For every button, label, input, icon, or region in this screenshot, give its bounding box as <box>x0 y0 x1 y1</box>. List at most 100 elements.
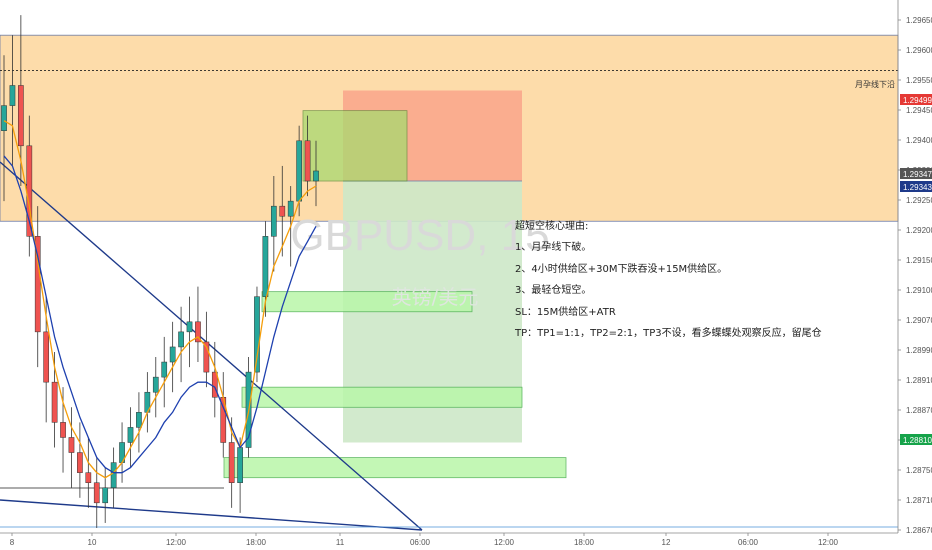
candle <box>203 311 210 388</box>
price-tag-bg <box>900 434 932 445</box>
trade-notes: 超短空核心理由: 1、月孕线下破。 2、4小时供给区+30M下跌吞没+15M供给… <box>514 219 822 339</box>
price-tag: 1.29343 <box>900 181 932 192</box>
candle-body <box>262 236 269 297</box>
time-tick-label: 12:00 <box>818 538 839 547</box>
time-tick-label: 8 <box>10 538 15 547</box>
price-tag-label: 1.29499 <box>903 96 932 105</box>
price-tick-label: 1.29150 <box>906 256 932 265</box>
price-tick-label: 1.28710 <box>906 496 932 505</box>
time-tick-label: 12:00 <box>166 538 187 547</box>
candle <box>152 357 159 418</box>
candle-body <box>110 462 117 488</box>
notes-line1: 1、月孕线下破。 <box>515 240 591 253</box>
lines-layer <box>0 69 898 531</box>
candle-body <box>270 205 277 237</box>
level-label: 月孕线下沿 <box>855 79 895 89</box>
candle-body <box>178 331 184 348</box>
price-tag-label: 1.29343 <box>903 183 932 192</box>
candle <box>169 321 176 393</box>
candle-body <box>186 321 193 333</box>
time-axis[interactable]: 8 10 12:00 18:00 11 06:00 12:00 18:00 12 06:00 12:… <box>0 532 898 547</box>
price-tick-label: 1.29600 <box>906 46 932 55</box>
price-tag-label: 1.28810 <box>903 436 932 445</box>
ema-fast-line <box>3 120 317 479</box>
watermark-subtitle: 英镑/美元 <box>392 285 479 309</box>
candle <box>279 165 286 257</box>
notes-line5: TP：TP1=1:1，TP2=2:1，TP3不设，看多蝶蝶处观察反应，留尾仓 <box>514 326 822 339</box>
price-tag: 1.29499 <box>900 94 932 105</box>
notes-line2: 2、4小时供给区+30M下跌吞没+15M供给区。 <box>515 262 727 275</box>
candle <box>18 15 24 187</box>
entry-zone-box <box>302 110 408 182</box>
zones-layer <box>0 34 899 479</box>
candle <box>304 115 311 197</box>
price-tag-bg <box>900 168 932 179</box>
time-tick-label: 10 <box>88 538 97 547</box>
candle <box>85 437 92 508</box>
trendline-upper <box>0 161 423 531</box>
price-tick-label: 1.29650 <box>906 16 932 25</box>
price-tick-label: 1.28670 <box>906 526 932 535</box>
time-tick-label: 18:00 <box>246 538 267 547</box>
time-tick-label: 18:00 <box>574 538 595 547</box>
candle-body <box>211 371 218 398</box>
ema-slow-line <box>3 155 317 474</box>
candle-body <box>51 381 58 423</box>
time-tick-label: 06:00 <box>738 538 759 547</box>
candle <box>136 392 142 453</box>
candle-body <box>60 422 66 438</box>
price-tick-label: 1.29550 <box>906 76 932 85</box>
candle-body <box>102 487 109 504</box>
candle-body <box>1 105 7 131</box>
candle <box>186 296 193 368</box>
candle-body <box>18 85 24 147</box>
candle-body <box>237 447 243 483</box>
price-tick-label: 1.29070 <box>906 316 932 325</box>
price-tick-label: 1.29100 <box>906 286 932 295</box>
moving-averages-layer <box>3 120 317 479</box>
notes-line4: SL：15M供给区+ATR <box>515 305 616 318</box>
candle <box>77 422 83 498</box>
price-tick-label: 1.28750 <box>906 466 932 475</box>
candle-body <box>313 170 319 182</box>
candle <box>68 407 75 488</box>
candle-body <box>169 346 176 363</box>
price-tag-bg <box>900 94 932 105</box>
demand-zone-3 <box>223 457 567 479</box>
trendline-lower <box>0 499 423 531</box>
candle-body <box>279 205 286 217</box>
time-tick-label: 11 <box>336 538 345 547</box>
candle-body <box>34 236 41 333</box>
candle-body <box>287 200 294 217</box>
candle <box>110 447 117 508</box>
candle-body <box>254 296 260 373</box>
candle <box>127 407 134 468</box>
candle-body <box>136 412 142 428</box>
candle-body <box>228 442 235 483</box>
candle-body <box>127 427 134 443</box>
price-axis[interactable]: 1.29650 1.29600 1.29550 1.29450 1.29400 1.293… <box>897 0 932 535</box>
price-tag: 1.28810 <box>900 434 932 445</box>
candle <box>313 140 319 207</box>
time-tick-label: 06:00 <box>410 538 431 547</box>
price-tick-label: 1.29200 <box>906 226 932 235</box>
price-tag-label: 1.29347 <box>903 170 932 179</box>
notes-line3: 3、最轻仓短空。 <box>515 283 591 296</box>
candle <box>102 467 109 523</box>
price-tick-label: 1.28990 <box>906 346 932 355</box>
demand-zone-1 <box>261 291 473 313</box>
price-tick-label: 1.29450 <box>906 106 932 115</box>
price-tick-label: 1.29250 <box>906 196 932 205</box>
candle-body <box>304 140 311 182</box>
candle <box>254 286 260 383</box>
candle <box>211 341 218 418</box>
candle-body <box>296 140 302 202</box>
candle-body <box>152 376 159 393</box>
candle-body <box>195 321 201 343</box>
price-tick-label: 1.28910 <box>906 376 932 385</box>
candle-body <box>85 472 92 483</box>
candle-body <box>93 482 100 504</box>
candle <box>245 357 252 458</box>
demand-zone-2 <box>241 386 523 408</box>
